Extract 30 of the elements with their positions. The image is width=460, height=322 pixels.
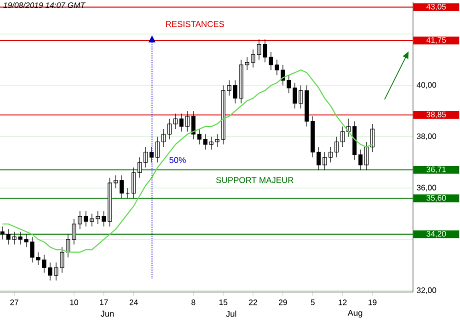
text: Aug <box>348 310 362 318</box>
candlestick <box>167 118 172 140</box>
candlestick <box>256 38 262 60</box>
candlestick <box>84 210 88 227</box>
candlestick <box>155 136 160 163</box>
candlestick <box>185 110 190 132</box>
candlestick <box>352 121 357 160</box>
candlestick <box>161 128 166 148</box>
candlestick <box>90 213 94 227</box>
annotation: SUPPORT MAJEUR <box>216 177 294 184</box>
text: Jun <box>100 310 114 317</box>
candlestick <box>268 52 274 70</box>
candlestick <box>179 113 184 132</box>
candlestick <box>364 142 369 170</box>
candlestick <box>262 38 268 63</box>
candlestick <box>358 149 363 170</box>
candlestick <box>60 246 64 274</box>
candlestick <box>126 188 130 199</box>
candlestick <box>274 59 280 76</box>
candlestick <box>370 124 375 152</box>
candlestick <box>340 126 345 148</box>
annotation: 50% <box>169 157 186 164</box>
candlestick <box>173 113 178 130</box>
candlestick <box>66 234 70 258</box>
annotation: RESISTANCES <box>166 21 224 28</box>
candlestick <box>72 218 76 245</box>
candlestick <box>245 56 250 70</box>
candlestick <box>250 49 256 68</box>
candlestick <box>78 210 82 230</box>
text: Jul <box>226 310 236 317</box>
